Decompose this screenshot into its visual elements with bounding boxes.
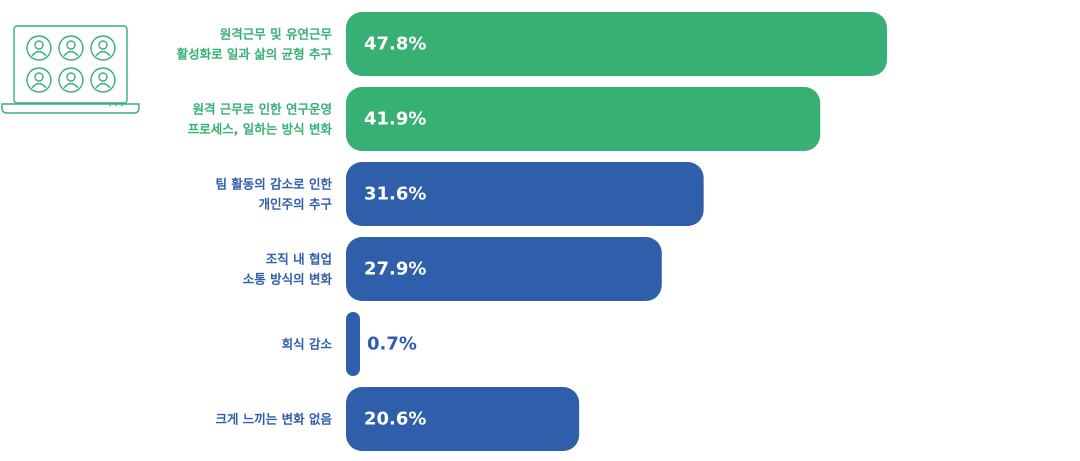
value-label: 27.9%: [364, 259, 426, 280]
category-label: 소통 방식의 변화: [243, 272, 333, 287]
value-label: 31.6%: [364, 184, 426, 205]
category-label: 크게 느끼는 변화 없음: [215, 412, 332, 427]
bar: [346, 12, 887, 76]
bar: [346, 162, 704, 226]
category-label: 활성화로 일과 삶의 균형 추구: [177, 47, 333, 62]
category-label: 조직 내 협업: [266, 252, 332, 267]
value-label: 20.6%: [364, 409, 426, 430]
category-label: 개인주의 추구: [259, 197, 333, 212]
value-label: 41.9%: [364, 109, 426, 130]
bar: [346, 312, 360, 376]
category-label: 원격근무 및 유연근무: [220, 27, 333, 42]
bar: [346, 237, 662, 301]
category-label: 회식 감소: [282, 337, 333, 352]
category-label: 원격 근무로 인한 연구운영: [192, 102, 332, 117]
category-label: 팀 활동의 감소로 인한: [215, 177, 332, 192]
value-label: 0.7%: [367, 334, 417, 355]
bar: [346, 387, 580, 451]
value-label: 47.8%: [364, 34, 426, 55]
bar: [346, 87, 821, 151]
laptop-video-meeting-icon: [1, 25, 140, 114]
category-label: 프로세스, 일하는 방식 변화: [188, 122, 333, 137]
